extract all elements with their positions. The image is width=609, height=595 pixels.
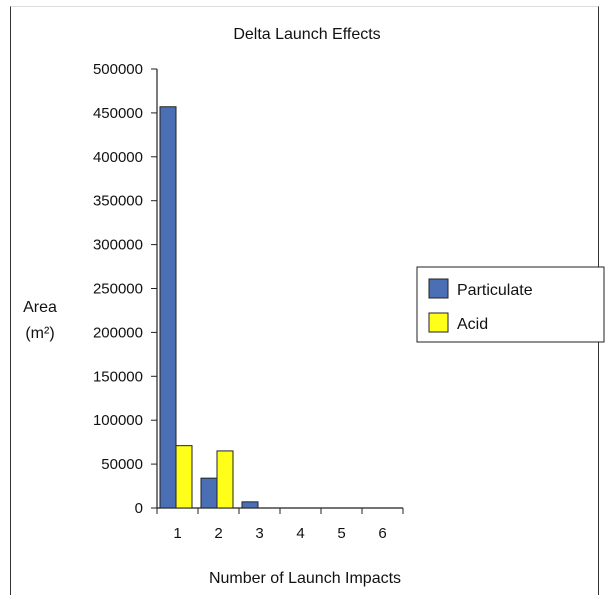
x-tick-label: 1 xyxy=(173,525,181,542)
legend: Particulate Acid xyxy=(416,266,605,343)
bars xyxy=(159,106,259,509)
bar-particulate xyxy=(159,106,177,509)
x-axis-title: Number of Launch Impacts xyxy=(209,570,401,587)
legend-swatch-acid xyxy=(428,312,449,333)
y-tick-label: 350000 xyxy=(93,193,143,210)
y-axis: 0 50000 100000 150000 200000 250000 300000 3500… xyxy=(93,61,158,517)
x-tick-label: 3 xyxy=(255,525,263,542)
y-tick-label: 0 xyxy=(135,500,143,517)
x-tick-label: 6 xyxy=(378,525,386,542)
y-tick-label: 300000 xyxy=(93,237,143,254)
x-tick-label: 5 xyxy=(337,525,345,542)
legend-label-acid: Acid xyxy=(457,316,488,333)
bar-acid xyxy=(216,450,234,509)
y-tick-label: 250000 xyxy=(93,281,143,298)
y-tick-label: 150000 xyxy=(93,368,143,385)
x-tick-label: 4 xyxy=(296,525,304,542)
y-axis-title-line1: Area xyxy=(23,299,57,316)
y-tick-label: 400000 xyxy=(93,149,143,166)
bar-acid xyxy=(175,445,193,509)
y-tick-label: 200000 xyxy=(93,324,143,341)
legend-label-particulate: Particulate xyxy=(457,282,533,299)
bar-particulate xyxy=(241,501,259,509)
y-tick-label: 500000 xyxy=(93,61,143,78)
y-tick-label: 450000 xyxy=(93,105,143,122)
y-axis-title-line2: (m²) xyxy=(25,325,54,342)
chart-title: Delta Launch Effects xyxy=(233,26,380,43)
legend-swatch-particulate xyxy=(428,278,449,299)
x-tick-label: 2 xyxy=(214,525,222,542)
x-axis: 1 2 3 4 5 6 xyxy=(156,507,404,542)
y-tick-label: 50000 xyxy=(101,456,143,473)
bar-particulate xyxy=(200,477,218,509)
y-tick-label: 100000 xyxy=(93,412,143,429)
